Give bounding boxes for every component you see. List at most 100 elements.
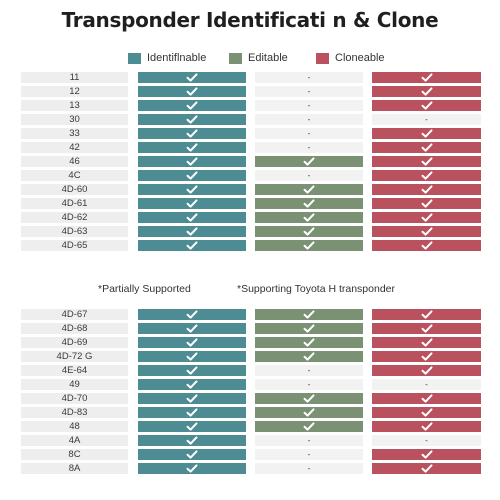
check-icon (372, 337, 481, 348)
cloneable-cell (372, 393, 481, 404)
check-icon (255, 337, 363, 348)
transponder-label: 46 (21, 156, 128, 167)
identifiable-cell (138, 407, 246, 418)
check-icon (372, 212, 481, 223)
cloneable-unsupported-cell: - (372, 114, 481, 125)
cloneable-cell (372, 309, 481, 320)
editable-cell (255, 184, 363, 195)
cloneable-cell (372, 407, 481, 418)
check-icon (372, 393, 481, 404)
legend-swatch-identifiable (128, 52, 141, 64)
transponder-label: 33 (21, 128, 128, 139)
table-row: 4D-72 G (21, 351, 481, 362)
editable-cell (255, 351, 363, 362)
table-row: 4D-61 (21, 198, 481, 209)
editable-unsupported-cell: - (255, 463, 363, 474)
check-icon (255, 226, 363, 237)
table-row: 4E-64 - (21, 365, 481, 376)
check-icon (372, 72, 481, 83)
editable-cell (255, 393, 363, 404)
dash-mark: - (307, 115, 311, 124)
check-icon (138, 198, 246, 209)
transponder-label: 4C (21, 170, 128, 181)
check-icon (372, 351, 481, 362)
cloneable-cell (372, 365, 481, 376)
legend-label-identifiable: Identiflnable (147, 52, 207, 64)
identifiable-cell (138, 463, 246, 474)
dash-mark: - (307, 101, 311, 110)
legend-swatch-cloneable (316, 52, 329, 64)
dash-mark: - (425, 115, 428, 124)
cloneable-cell (372, 449, 481, 460)
check-icon (372, 184, 481, 195)
check-icon (138, 421, 246, 432)
transponder-label: 4D-65 (21, 240, 128, 251)
check-icon (255, 323, 363, 334)
identifiable-cell (138, 114, 246, 125)
cloneable-cell (372, 240, 481, 251)
transponder-label: 48 (21, 421, 128, 432)
cloneable-cell (372, 72, 481, 83)
dash-mark: - (425, 380, 428, 389)
legend-cloneable: Cloneable (316, 51, 385, 65)
editable-cell (255, 212, 363, 223)
page-title: Transponder Identificati n & Clone (61, 8, 439, 32)
check-icon (138, 156, 246, 167)
identifiable-cell (138, 198, 246, 209)
note-partially-supported: *Partially Supported (98, 283, 191, 295)
table-row: 4D-68 (21, 323, 481, 334)
cloneable-cell (372, 323, 481, 334)
check-icon (372, 309, 481, 320)
editable-cell (255, 309, 363, 320)
transponder-label: 4A (21, 435, 128, 446)
transponder-label: 4D-63 (21, 226, 128, 237)
identifiable-cell (138, 351, 246, 362)
identifiable-cell (138, 240, 246, 251)
check-icon (255, 351, 363, 362)
transponder-label: 8A (21, 463, 128, 474)
identifiable-cell (138, 449, 246, 460)
table-row: 30 - - (21, 114, 481, 125)
check-icon (372, 240, 481, 251)
check-icon (255, 393, 363, 404)
check-icon (255, 240, 363, 251)
transponder-label: 8C (21, 449, 128, 460)
table-row: 42 - (21, 142, 481, 153)
cloneable-cell (372, 337, 481, 348)
table-row: 4D-69 (21, 337, 481, 348)
table-row: 8A - (21, 463, 481, 474)
legend-identifiable: Identiflnable (128, 51, 206, 65)
table-row: 13 - (21, 100, 481, 111)
table-row: 48 (21, 421, 481, 432)
check-icon (138, 323, 246, 334)
editable-cell (255, 421, 363, 432)
table-row: 4D-63 (21, 226, 481, 237)
transponder-label: 11 (21, 72, 128, 83)
editable-unsupported-cell: - (255, 435, 363, 446)
identifiable-cell (138, 323, 246, 334)
check-icon (372, 142, 481, 153)
check-icon (255, 309, 363, 320)
cloneable-cell (372, 142, 481, 153)
table-row: 4A - - (21, 435, 481, 446)
legend-label-cloneable: Cloneable (335, 52, 385, 64)
table-row: 4C - (21, 170, 481, 181)
identifiable-cell (138, 170, 246, 181)
editable-cell (255, 407, 363, 418)
legend-label-editable: Editable (248, 52, 288, 64)
cloneable-cell (372, 463, 481, 474)
identifiable-cell (138, 184, 246, 195)
check-icon (138, 184, 246, 195)
check-icon (255, 184, 363, 195)
identifiable-cell (138, 421, 246, 432)
transponder-label: 49 (21, 379, 128, 390)
check-icon (255, 212, 363, 223)
identifiable-cell (138, 212, 246, 223)
dash-mark: - (425, 436, 428, 445)
transponder-label: 4D-61 (21, 198, 128, 209)
identifiable-cell (138, 128, 246, 139)
editable-cell (255, 337, 363, 348)
transponder-label: 4E-64 (21, 365, 128, 376)
check-icon (138, 114, 246, 125)
editable-unsupported-cell: - (255, 72, 363, 83)
